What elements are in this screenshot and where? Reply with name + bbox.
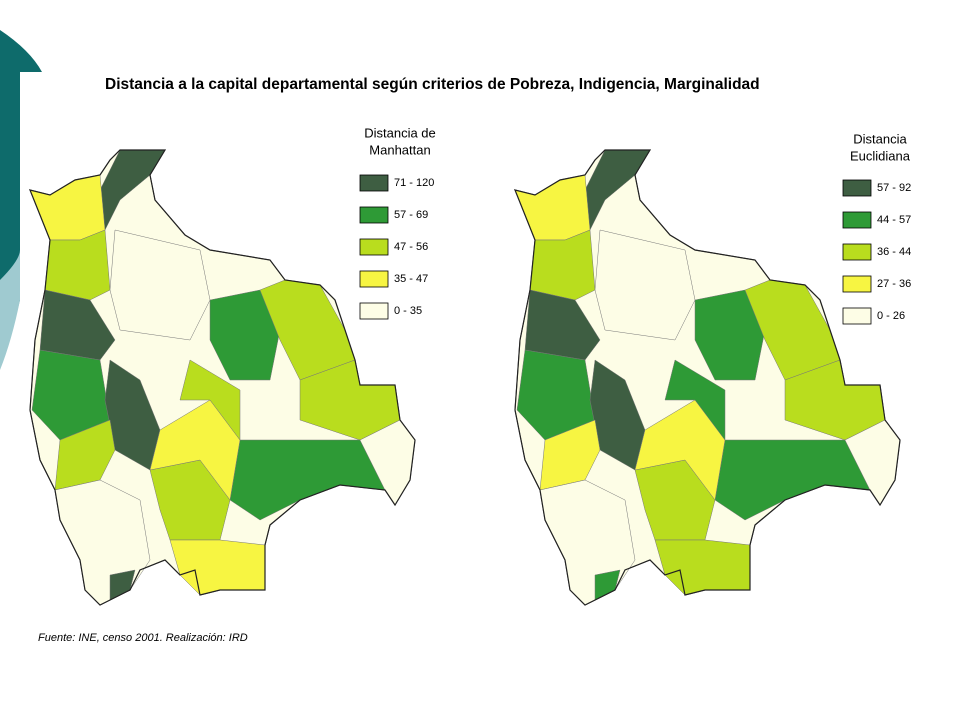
country-outline — [29, 149, 416, 606]
region — [529, 229, 596, 301]
country-outline — [514, 149, 901, 606]
legend-swatch — [842, 179, 872, 197]
region — [539, 479, 636, 606]
legend-swatch — [359, 174, 389, 192]
region — [654, 539, 751, 596]
legend-swatch — [359, 238, 389, 256]
legend-swatch — [842, 275, 872, 293]
legend-label: 0 - 35 — [394, 305, 422, 317]
legend-label: 36 - 44 — [877, 246, 911, 258]
region — [39, 289, 116, 361]
legend-label: 47 - 56 — [394, 241, 428, 253]
map — [29, 149, 416, 606]
region — [229, 439, 386, 521]
region — [664, 359, 726, 441]
region — [109, 229, 211, 341]
region — [44, 229, 111, 301]
legend-label: 0 - 26 — [877, 310, 905, 322]
legend-title: Distancia de — [364, 125, 436, 140]
legend-label: 57 - 69 — [394, 209, 428, 221]
legend-swatch — [359, 302, 389, 320]
region — [594, 569, 621, 601]
region — [179, 359, 241, 441]
legend-swatch — [842, 211, 872, 229]
region — [109, 569, 136, 601]
legend-label: 27 - 36 — [877, 278, 911, 290]
legend-label: 35 - 47 — [394, 273, 428, 285]
legend-swatch — [842, 243, 872, 261]
legend-swatch — [842, 307, 872, 325]
legend-title: Euclidiana — [850, 148, 911, 163]
legend-label: 44 - 57 — [877, 214, 911, 226]
region — [539, 419, 601, 491]
region — [524, 289, 601, 361]
legend-label: 57 - 92 — [877, 182, 911, 194]
legend-swatch — [359, 206, 389, 224]
map — [514, 149, 901, 606]
region — [54, 419, 116, 491]
legend-title: Manhattan — [369, 142, 430, 157]
region — [54, 479, 151, 606]
legend-title: Distancia — [853, 131, 907, 146]
region — [169, 539, 266, 596]
legend-swatch — [359, 270, 389, 288]
legend-label: 71 - 120 — [394, 177, 434, 189]
decor-band-light — [0, 250, 20, 370]
slide-title: Distancia a la capital departamental seg… — [105, 76, 760, 93]
region — [594, 229, 696, 341]
region — [714, 439, 871, 521]
source-note: Fuente: INE, censo 2001. Realización: IR… — [38, 632, 248, 644]
